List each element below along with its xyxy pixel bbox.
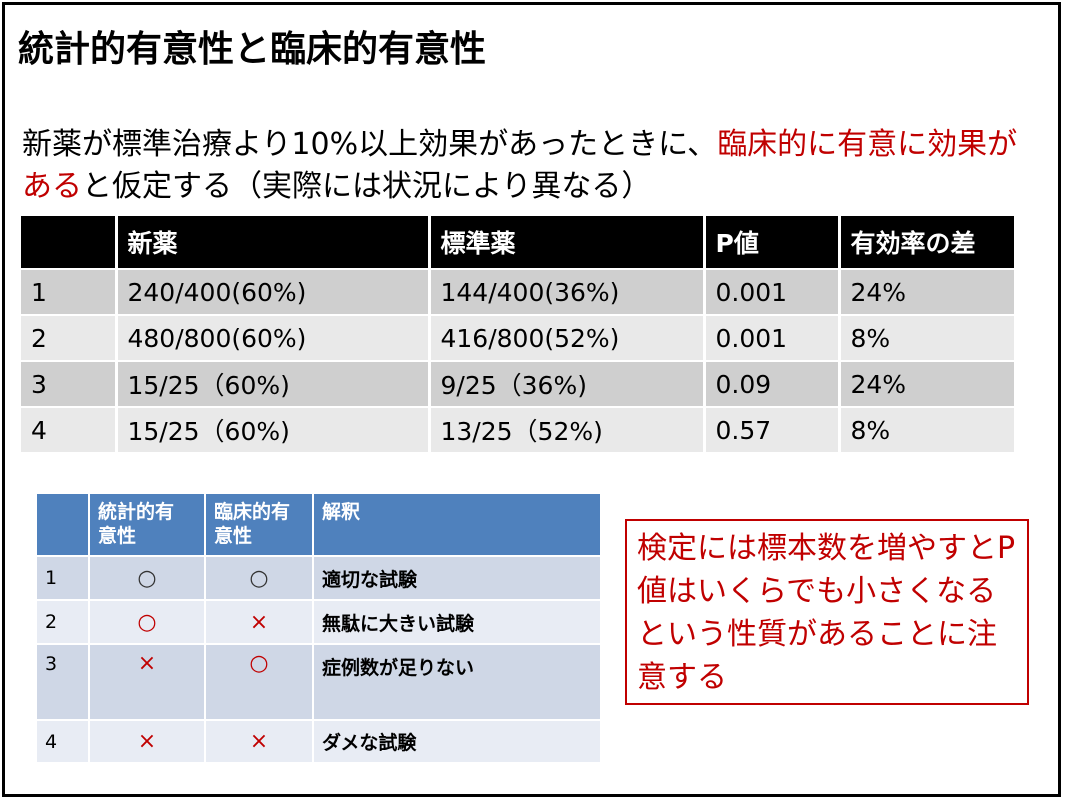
clinical-mark: ○ [205,555,314,600]
results-header-p-value: P値 [704,216,841,269]
interpretation-table: 統計的有意性 臨床的有意性 解釈 1 ○ ○ 適切な試験 2 ○ × 無駄に大き… [37,494,600,762]
new-drug-cell: 240/400(60%) [116,268,431,315]
interpretation-header-row: 統計的有意性 臨床的有意性 解釈 [37,494,600,556]
results-header-row: 新薬 標準薬 P値 有効率の差 [21,216,1014,269]
row-index: 1 [21,268,118,315]
interpretation-cell: 無駄に大きい試験 [313,599,600,644]
intro-text: 新薬が標準治療より10%以上効果があったときに、臨床的に有意に効果があると仮定す… [22,124,1032,208]
intro-part1: 新薬が標準治療より10%以上効果があったときに、 [22,127,718,162]
new-drug-cell: 15/25（60%) [116,406,431,452]
efficacy-diff-cell: 8% [839,406,1014,452]
table-row: 1 240/400(60%) 144/400(36%) 0.001 24% [21,268,1014,315]
efficacy-diff-cell: 8% [839,314,1014,361]
standard-drug-cell: 416/800(52%) [429,314,706,361]
row-index: 3 [37,643,90,720]
standard-drug-cell: 9/25（36%) [429,360,706,407]
clinical-mark: × [205,599,314,644]
intro-red: 臨床的に有意に効果がある [22,127,1018,204]
interpretation-cell: 症例数が足りない [313,643,600,720]
statistical-mark: ○ [89,599,206,644]
row-index: 2 [37,599,90,644]
row-index: 4 [37,719,90,762]
statistical-mark: ○ [89,555,206,600]
intro-part2: と仮定する（実際には状況により異なる） [82,169,652,204]
p-value-cell: 0.001 [704,268,841,315]
results-header-efficacy-diff: 有効率の差 [839,216,1014,269]
interp-header-statistical: 統計的有意性 [89,494,206,556]
row-index: 4 [21,406,118,452]
table-row: 2 480/800(60%) 416/800(52%) 0.001 8% [21,314,1014,361]
clinical-mark: ○ [205,643,314,720]
standard-drug-cell: 13/25（52%) [429,406,706,452]
interp-header-interpretation: 解釈 [313,494,600,556]
table-row: 2 ○ × 無駄に大きい試験 [37,599,600,644]
results-table: 新薬 標準薬 P値 有効率の差 1 240/400(60%) 144/400(3… [21,216,1014,452]
p-value-cell: 0.57 [704,406,841,452]
statistical-mark: × [89,719,206,762]
table-row: 1 ○ ○ 適切な試験 [37,555,600,600]
standard-drug-cell: 144/400(36%) [429,268,706,315]
table-row: 3 15/25（60%) 9/25（36%) 0.09 24% [21,360,1014,407]
efficacy-diff-cell: 24% [839,360,1014,407]
table-row: 4 × × ダメな試験 [37,719,600,762]
results-header-new-drug: 新薬 [116,216,431,269]
results-header-index [21,216,118,269]
row-index: 3 [21,360,118,407]
interp-header-clinical: 臨床的有意性 [205,494,314,556]
efficacy-diff-cell: 24% [839,268,1014,315]
statistical-mark: × [89,643,206,720]
clinical-mark: × [205,719,314,762]
new-drug-cell: 15/25（60%) [116,360,431,407]
row-index: 1 [37,555,90,600]
p-value-cell: 0.001 [704,314,841,361]
row-index: 2 [21,314,118,361]
caution-note: 検定には標本数を増やすとP値はいくらでも小さくなるという性質があることに注意する [625,519,1029,705]
interp-header-statistical-text: 統計的有意性 [98,501,175,547]
interpretation-cell: ダメな試験 [313,719,600,762]
table-row: 4 15/25（60%) 13/25（52%) 0.57 8% [21,406,1014,452]
interp-header-index [37,494,90,556]
p-value-cell: 0.09 [704,360,841,407]
slide-title: 統計的有意性と臨床的有意性 [18,29,487,70]
results-header-standard-drug: 標準薬 [429,216,706,269]
table-row: 3 × ○ 症例数が足りない [37,643,600,720]
new-drug-cell: 480/800(60%) [116,314,431,361]
interp-header-clinical-text: 臨床的有意性 [214,501,291,547]
interpretation-cell: 適切な試験 [313,555,600,600]
